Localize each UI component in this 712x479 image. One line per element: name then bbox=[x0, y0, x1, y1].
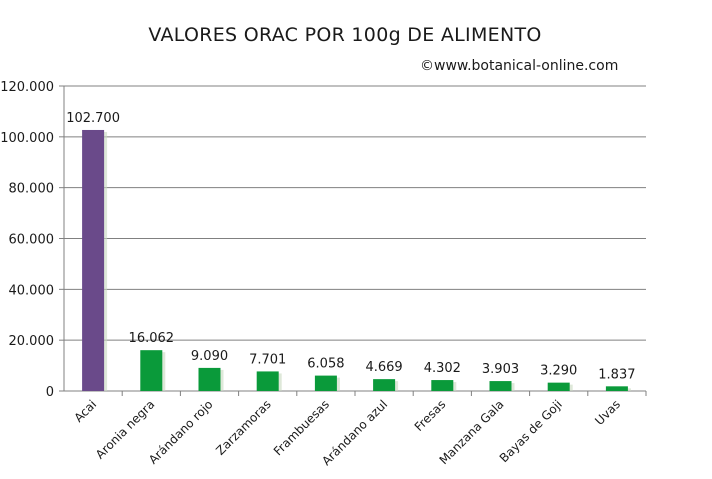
bar bbox=[547, 382, 570, 391]
y-tick-labels: 0 20.000 40.000 60.000 80.000 100.000 120.000 bbox=[0, 80, 54, 400]
y-tick-label: 20.000 bbox=[9, 334, 55, 349]
x-tick-label: Uvas bbox=[592, 397, 623, 428]
y-tick-label: 100.000 bbox=[0, 131, 54, 146]
data-label: 4.302 bbox=[424, 361, 461, 376]
y-tick-label: 0 bbox=[46, 385, 54, 400]
chart-title: VALORES ORAC POR 100g DE ALIMENTO bbox=[148, 24, 542, 46]
x-tick-label: Fresas bbox=[412, 397, 449, 434]
bar bbox=[431, 380, 454, 391]
y-tick-label: 80.000 bbox=[9, 182, 55, 197]
data-label: 9.090 bbox=[191, 349, 228, 364]
x-tick-label: Bayas de Goji bbox=[497, 397, 565, 465]
x-tick-label: Zarzamoras bbox=[213, 397, 274, 458]
gridlines bbox=[64, 85, 646, 341]
data-label: 1.837 bbox=[598, 367, 635, 382]
x-tick-label: Frambuesas bbox=[271, 397, 332, 458]
y-tick-label: 40.000 bbox=[9, 283, 55, 298]
axes bbox=[59, 85, 647, 396]
data-label: 16.062 bbox=[129, 331, 175, 346]
bar bbox=[198, 367, 221, 391]
data-label: 3.903 bbox=[482, 362, 519, 377]
data-label: 4.669 bbox=[365, 360, 402, 375]
bar bbox=[489, 381, 512, 391]
x-tick-label: Acai bbox=[71, 397, 99, 425]
data-label: 7.701 bbox=[249, 352, 286, 367]
bar bbox=[82, 129, 105, 392]
bars bbox=[82, 129, 631, 392]
bar bbox=[256, 371, 279, 391]
data-label: 102.700 bbox=[66, 111, 120, 126]
bar bbox=[140, 350, 163, 391]
bar bbox=[373, 379, 396, 391]
y-tick-label: 60.000 bbox=[9, 233, 55, 248]
bar bbox=[314, 375, 337, 391]
y-tick-label: 120.000 bbox=[0, 80, 54, 95]
bar bbox=[605, 386, 628, 391]
data-label: 3.290 bbox=[540, 364, 577, 379]
copyright-credit: ©www.botanical-online.com bbox=[420, 58, 619, 74]
data-labels: 102.700 16.062 9.090 7.701 6.058 4.669 4.302 3.… bbox=[66, 111, 635, 382]
data-label: 6.058 bbox=[307, 357, 344, 372]
x-tick-label: Aronia negra bbox=[93, 397, 158, 462]
